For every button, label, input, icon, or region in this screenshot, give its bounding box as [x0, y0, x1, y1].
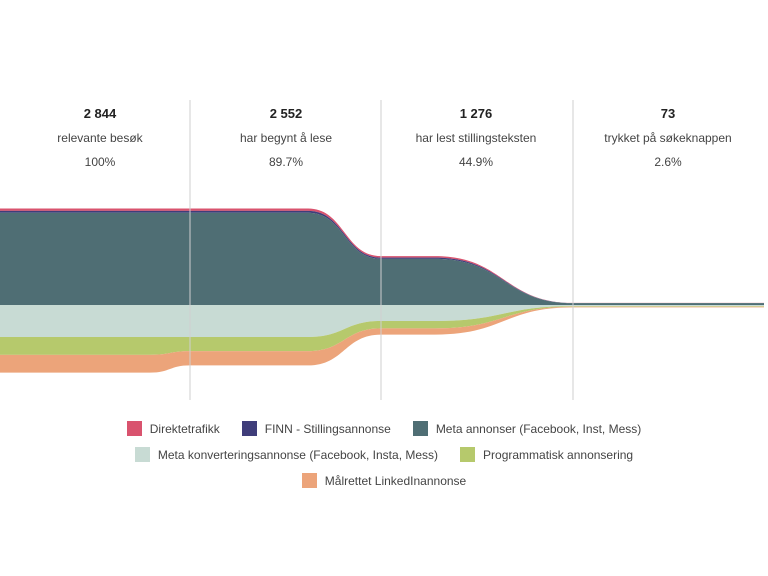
- legend-label: Meta annonser (Facebook, Inst, Mess): [435, 421, 642, 436]
- legend-swatch: [241, 421, 257, 436]
- stage-1-percent: 100%: [84, 155, 116, 169]
- legend-swatch: [301, 473, 317, 488]
- stage-1: 2 844 relevante besøk 100%: [10, 106, 190, 169]
- stage-3-label: har lest stillingsteksten: [415, 131, 537, 145]
- legend-item-linkedin[interactable]: Målrettet LinkedInannonse: [301, 473, 467, 488]
- legend-label: Meta konverteringsannonse (Facebook, Ins…: [157, 447, 439, 462]
- legend-label: Direktetrafikk: [149, 421, 220, 436]
- legend-item-direktetrafikk[interactable]: Direktetrafikk: [126, 421, 220, 436]
- stage-3: 1 276 har lest stillingsteksten 44.9%: [386, 106, 566, 169]
- series-area-6: [0, 306, 764, 373]
- stage-3-count: 1 276: [459, 106, 493, 121]
- legend-swatch: [412, 421, 428, 436]
- legend-row-1: Direktetrafikk FINN - Stillingsannonse M…: [0, 421, 768, 436]
- stage-3-percent: 44.9%: [458, 155, 494, 169]
- legend-item-finn[interactable]: FINN - Stillingsannonse: [241, 421, 391, 436]
- legend-item-programmatisk[interactable]: Programmatisk annonsering: [460, 447, 633, 462]
- legend-swatch: [460, 447, 476, 462]
- stage-2-count: 2 552: [269, 106, 303, 121]
- series-area-5: [0, 306, 764, 355]
- legend-item-meta-konvertering[interactable]: Meta konverteringsannonse (Facebook, Ins…: [134, 447, 439, 462]
- stage-2: 2 552 har begynt å lese 89.7%: [196, 106, 376, 169]
- stage-1-count: 2 844: [83, 106, 117, 121]
- stage-4-count: 73: [660, 106, 676, 121]
- legend-row-3: Målrettet LinkedInannonse: [0, 473, 768, 488]
- legend-label: Målrettet LinkedInannonse: [324, 473, 467, 488]
- legend-swatch: [134, 447, 150, 462]
- legend-row-2: Meta konverteringsannonse (Facebook, Ins…: [0, 447, 768, 462]
- stage-2-percent: 89.7%: [268, 155, 304, 169]
- stage-2-label: har begynt å lese: [239, 131, 333, 145]
- stage-1-label: relevante besøk: [57, 131, 143, 145]
- legend-label: FINN - Stillingsannonse: [264, 421, 391, 436]
- series-area-3: [0, 212, 764, 305]
- legend-swatch: [126, 421, 142, 436]
- stage-4-label: trykket på søkeknappen: [604, 131, 732, 145]
- legend-item-meta-annonser[interactable]: Meta annonser (Facebook, Inst, Mess): [412, 421, 642, 436]
- legend-label: Programmatisk annonsering: [483, 447, 634, 462]
- stage-4-percent: 2.6%: [654, 155, 682, 169]
- stage-4: 73 trykket på søkeknappen 2.6%: [578, 106, 758, 169]
